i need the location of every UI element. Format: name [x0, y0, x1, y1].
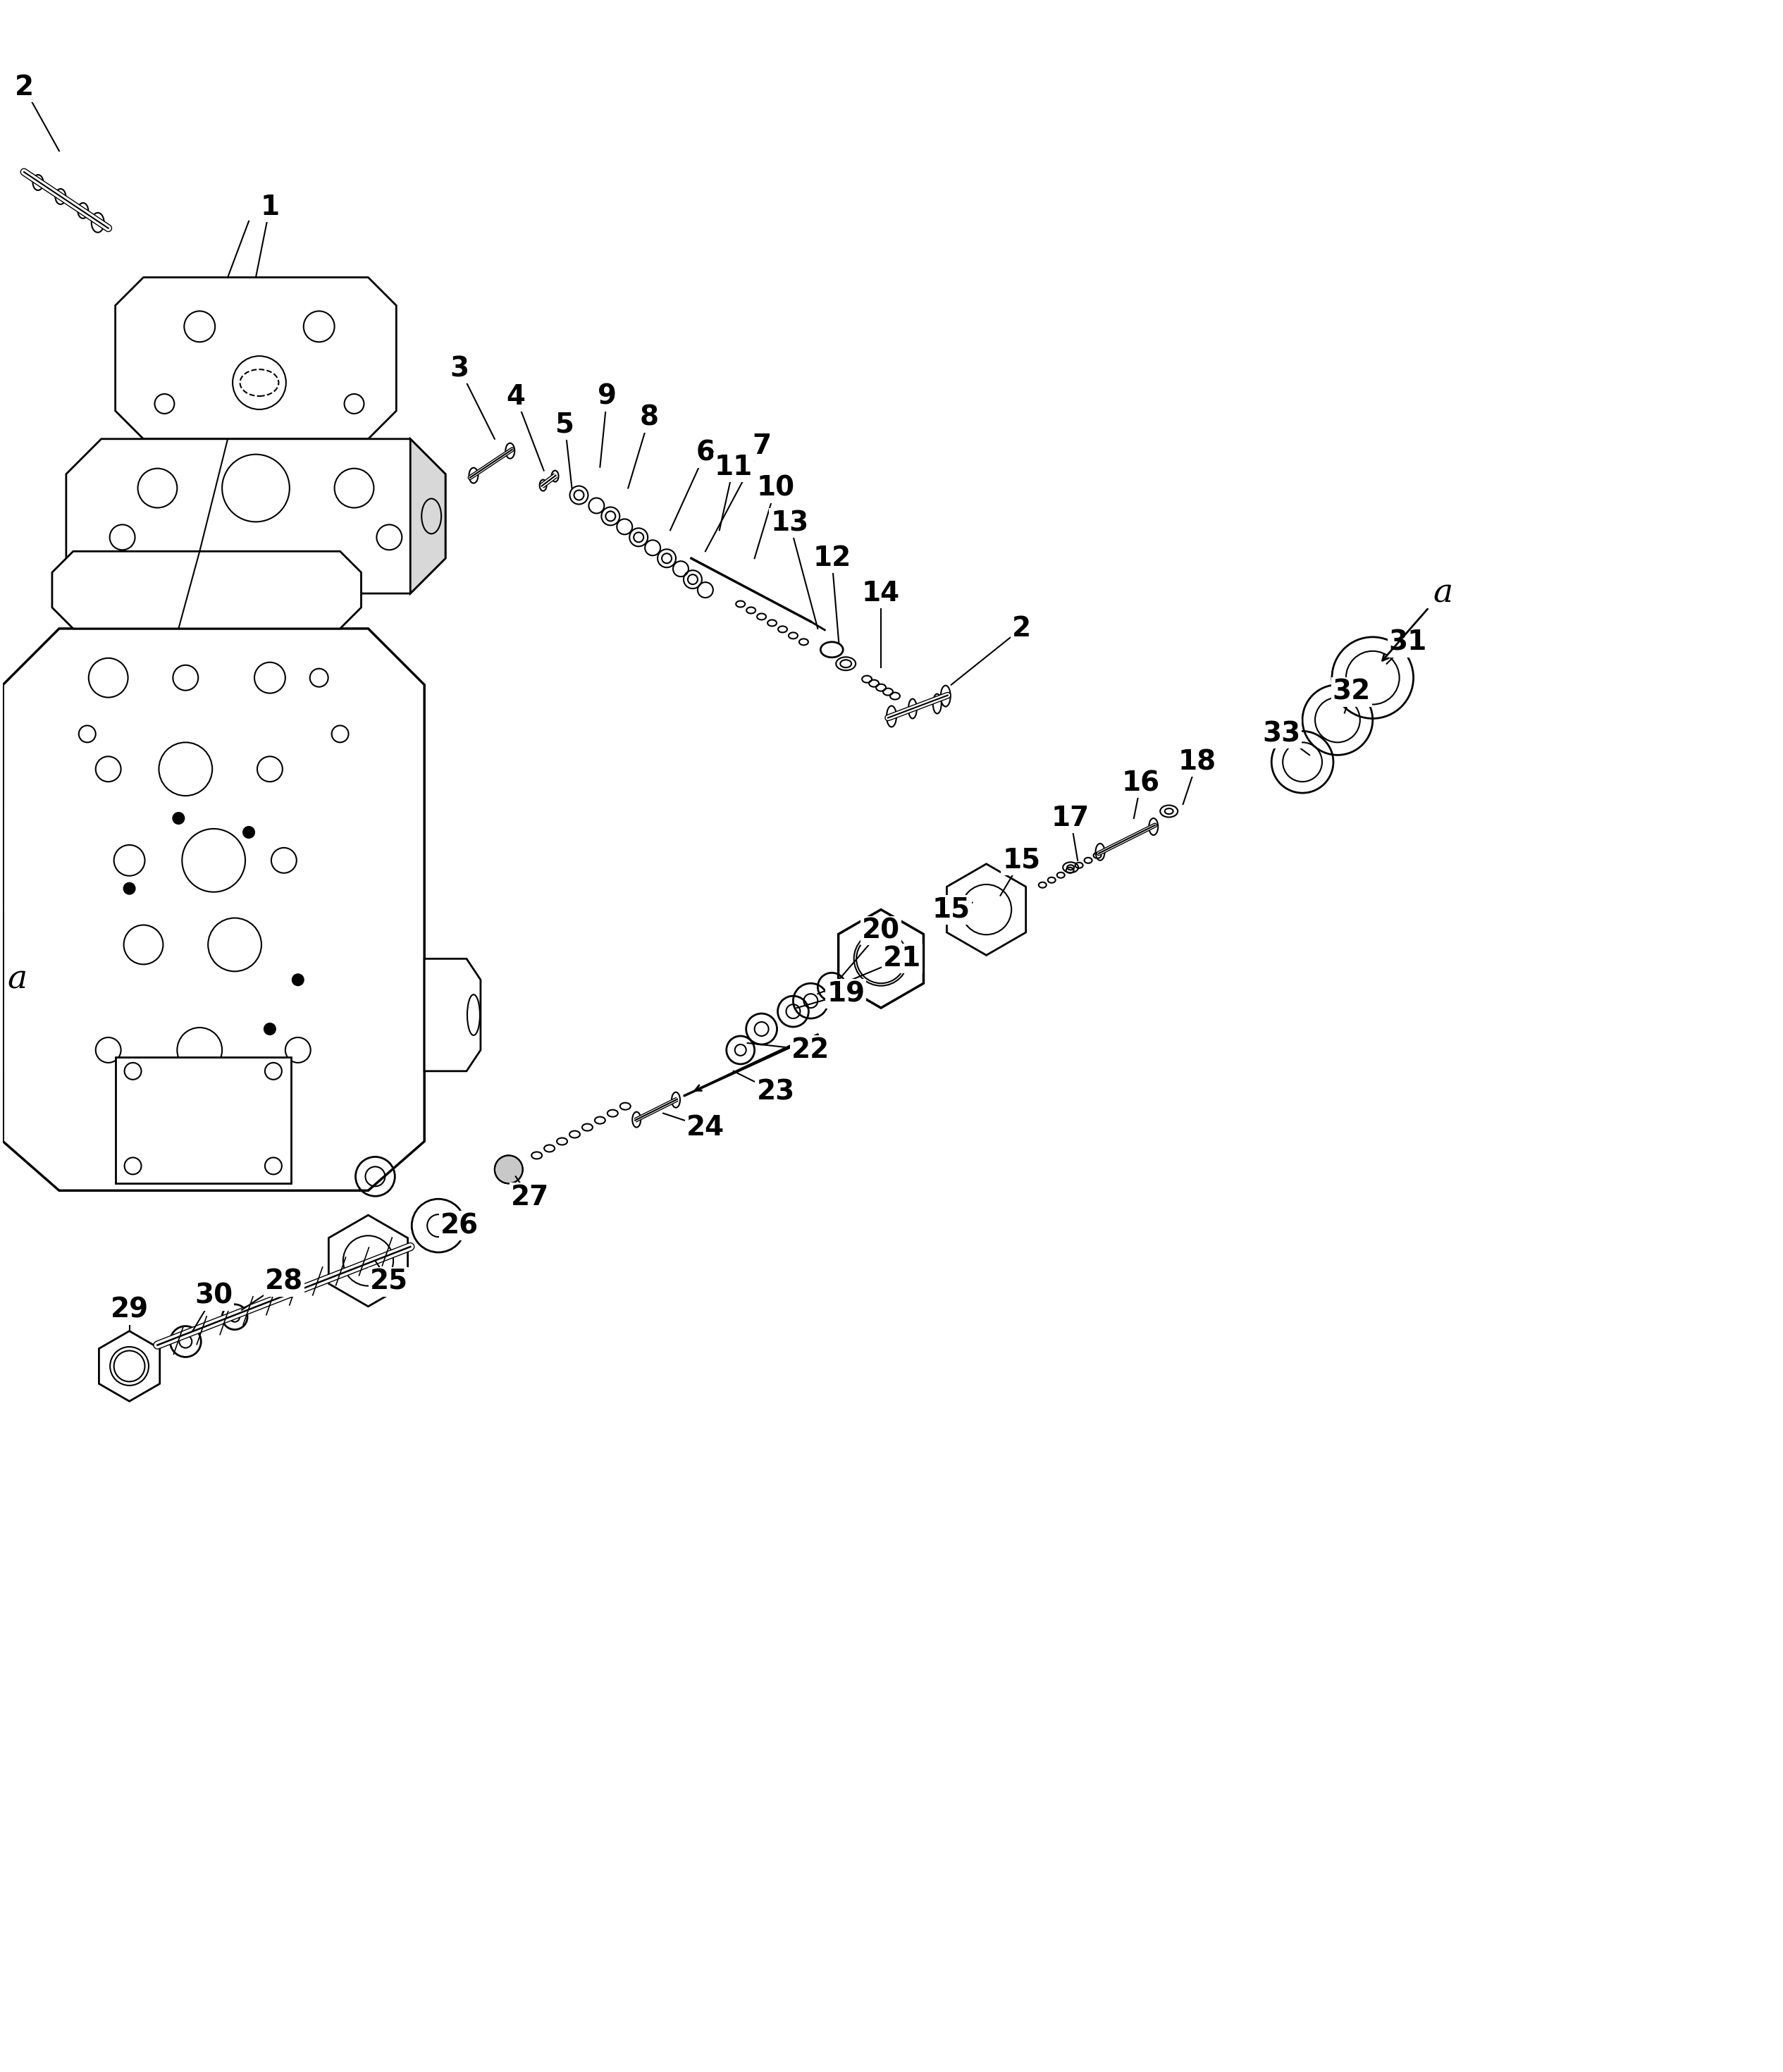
Circle shape — [173, 812, 184, 825]
Text: 15: 15 — [933, 897, 970, 922]
Text: 24: 24 — [686, 1115, 724, 1142]
Text: 28: 28 — [266, 1268, 303, 1295]
Text: 25: 25 — [371, 1268, 408, 1295]
Polygon shape — [838, 910, 924, 1007]
Text: 13: 13 — [770, 510, 809, 537]
Text: 1: 1 — [260, 193, 280, 220]
Circle shape — [242, 827, 255, 837]
Text: 23: 23 — [756, 1080, 795, 1106]
Text: 26: 26 — [440, 1212, 478, 1239]
Text: 29: 29 — [111, 1297, 148, 1324]
Text: 27: 27 — [510, 1185, 549, 1210]
Text: 14: 14 — [861, 580, 900, 607]
Text: 17: 17 — [1052, 804, 1089, 831]
Text: a: a — [1434, 578, 1453, 609]
Text: 30: 30 — [194, 1283, 234, 1310]
Text: 16: 16 — [1122, 769, 1161, 796]
Polygon shape — [116, 278, 396, 439]
Polygon shape — [100, 1330, 160, 1401]
Circle shape — [264, 1024, 276, 1034]
Polygon shape — [0, 910, 4, 1001]
Polygon shape — [410, 439, 446, 593]
Bar — [116, 1057, 291, 1183]
Polygon shape — [0, 719, 4, 804]
Polygon shape — [0, 1071, 4, 1142]
Text: 11: 11 — [715, 454, 752, 481]
Text: 31: 31 — [1389, 630, 1426, 657]
Polygon shape — [947, 864, 1025, 955]
Text: a: a — [7, 963, 27, 997]
Text: 2: 2 — [14, 75, 34, 102]
Text: 15: 15 — [1002, 847, 1041, 874]
Text: 10: 10 — [756, 474, 795, 501]
Text: 2: 2 — [1013, 615, 1031, 642]
Text: 22: 22 — [792, 1036, 829, 1063]
Polygon shape — [424, 959, 481, 1071]
Text: 21: 21 — [883, 945, 922, 972]
Text: 6: 6 — [695, 439, 715, 466]
Text: 19: 19 — [827, 980, 865, 1007]
Text: 32: 32 — [1332, 678, 1371, 704]
Polygon shape — [328, 1214, 408, 1307]
Text: 5: 5 — [555, 412, 574, 439]
Text: 12: 12 — [813, 545, 850, 572]
Text: 18: 18 — [1179, 748, 1216, 775]
Circle shape — [494, 1156, 522, 1183]
Polygon shape — [4, 628, 424, 1191]
Text: 33: 33 — [1262, 721, 1300, 748]
Polygon shape — [66, 439, 446, 593]
Polygon shape — [52, 551, 362, 628]
Circle shape — [123, 883, 136, 895]
Circle shape — [292, 974, 303, 986]
Text: 8: 8 — [640, 404, 658, 431]
Text: 20: 20 — [861, 918, 900, 945]
Text: 9: 9 — [597, 383, 617, 410]
Text: 4: 4 — [506, 383, 526, 410]
Text: 7: 7 — [752, 433, 770, 460]
Text: 3: 3 — [449, 354, 469, 381]
